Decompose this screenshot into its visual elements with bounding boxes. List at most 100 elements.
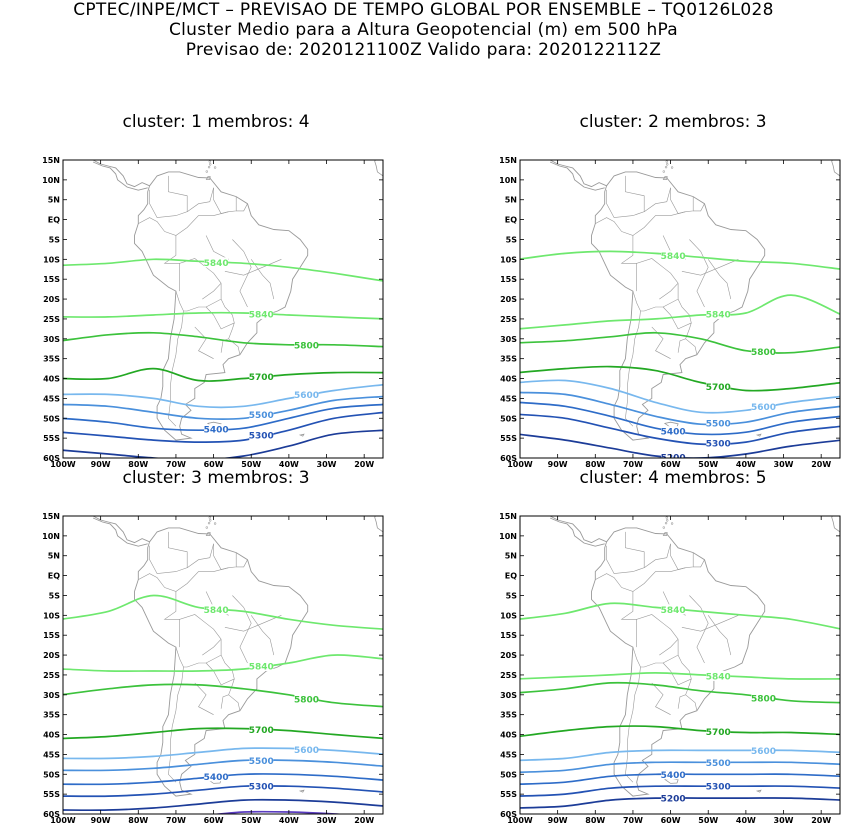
header-dates: Previsao de: 2020121100Z Valido para: 20… (185, 40, 662, 60)
contour-lines: 5840 5840 5800 5700 5600 5500 5400 5300 5200 (520, 602, 840, 809)
lat-tick-label: 20S (43, 651, 60, 660)
contour-label-bg (249, 755, 274, 766)
lat-tick-label: 40S (500, 375, 517, 384)
island (161, 142, 182, 148)
contour-label: 5500 (249, 411, 274, 421)
panel-title: cluster: 3 membros: 3 (122, 468, 310, 488)
contour-label: 5300 (249, 432, 274, 442)
lat-tick-label: 50S (500, 414, 517, 423)
contour-label: 5700 (706, 728, 731, 738)
island (662, 526, 666, 529)
island (208, 516, 212, 519)
country-border (149, 531, 188, 574)
lat-tick-label: 10N (42, 532, 60, 541)
lat-tick-label: 45S (43, 394, 60, 403)
central-america-coastline (549, 161, 605, 191)
country-border (632, 283, 679, 312)
contour-label: 5840 (706, 310, 731, 320)
lon-tick-label: 80W (128, 460, 148, 469)
country-border (187, 543, 214, 568)
contour-5500 (63, 759, 383, 772)
lat-tick-label: 5N (48, 552, 60, 561)
island (187, 147, 192, 149)
map-panel-cluster-2: cluster: 2 membros: 3 5840 5840 5800 5700 56… (457, 112, 847, 472)
contour-5600 (63, 747, 383, 760)
lon-tick-label: 20W (811, 816, 831, 825)
country-border (632, 639, 679, 668)
lat-tick-label: 10N (42, 176, 60, 185)
country-border (228, 196, 237, 212)
island (663, 154, 665, 156)
lon-tick-label: 80W (585, 816, 605, 825)
contour-label: 5500 (706, 759, 731, 769)
contour-label-bg (706, 418, 731, 429)
contour-label: 5400 (204, 773, 229, 783)
country-border (168, 310, 184, 427)
lat-tick-label: 25S (43, 671, 60, 680)
island (161, 498, 182, 504)
contour-label-bg (706, 781, 731, 792)
lon-tick-label: 100W (507, 460, 533, 469)
country-border (179, 258, 222, 292)
contour-label: 5300 (706, 440, 731, 450)
lat-tick-label: 60S (500, 454, 517, 463)
contour-label-bg (751, 692, 776, 703)
basemap (549, 154, 840, 441)
lon-tick-label: 70W (623, 816, 643, 825)
lon-tick-label: 60W (661, 816, 681, 825)
lon-tick-label: 60W (204, 460, 224, 469)
country-border (595, 573, 622, 588)
lat-tick-label: 15N (42, 156, 60, 165)
lat-tick-label: 10S (500, 611, 517, 620)
country-border (632, 567, 686, 592)
basemap (92, 142, 383, 441)
lon-tick-label: 80W (128, 816, 148, 825)
contour-label-bg (661, 452, 686, 458)
lat-tick-label: 15S (43, 631, 60, 640)
island (205, 526, 209, 529)
contour-5800 (520, 681, 840, 704)
contour-label: 5200 (661, 795, 686, 805)
lat-tick-label: 5S (506, 591, 518, 600)
lat-tick-label: 15S (500, 275, 517, 284)
island (663, 510, 665, 512)
island (658, 503, 660, 505)
map-panel-cluster-3: cluster: 3 membros: 3 5840 5840 5800 5700 56… (0, 468, 390, 828)
lat-tick-label: 40S (43, 731, 60, 740)
contour-label: 5500 (706, 420, 731, 430)
lat-tick-label: 30S (500, 335, 517, 344)
plot-frame (62, 159, 384, 459)
island (205, 170, 209, 173)
contour-label-bg (661, 426, 686, 437)
contour-5700 (63, 727, 383, 740)
lat-tick-label: 15N (499, 156, 517, 165)
map-plot: 5840 5840 5800 5700 5600 5500 5400 5300 5200 15N 1… (499, 156, 841, 469)
island (662, 176, 668, 180)
lat-tick-label: 20S (500, 651, 517, 660)
lon-tick-label: 30W (317, 460, 337, 469)
island (207, 521, 211, 525)
contour-label-bg (249, 371, 274, 382)
country-border (651, 682, 671, 715)
lat-tick-label: 35S (43, 355, 60, 364)
contour-label: 5840 (249, 662, 274, 672)
contour-5200 (63, 429, 383, 458)
contour-label-bg (294, 744, 319, 755)
lon-tick-label: 50W (241, 460, 261, 469)
country-border (693, 559, 705, 568)
country-border (175, 283, 222, 312)
contour-5600 (520, 749, 840, 762)
lon-tick-label: 40W (279, 816, 299, 825)
map-plot: 5840 5840 5800 5700 5600 5500 5400 5300 5200 15N 1… (499, 503, 841, 825)
contour-label-bg (249, 430, 274, 441)
contour-label: 5600 (294, 391, 319, 401)
lon-tick-label: 50W (698, 816, 718, 825)
contour-label: 5600 (751, 403, 776, 413)
island (644, 503, 649, 505)
lon-tick-label: 90W (548, 460, 568, 469)
country-border (636, 258, 679, 292)
country-border (681, 259, 739, 276)
country-border (606, 175, 645, 218)
island (213, 166, 217, 169)
contour-label: 5700 (249, 726, 274, 736)
